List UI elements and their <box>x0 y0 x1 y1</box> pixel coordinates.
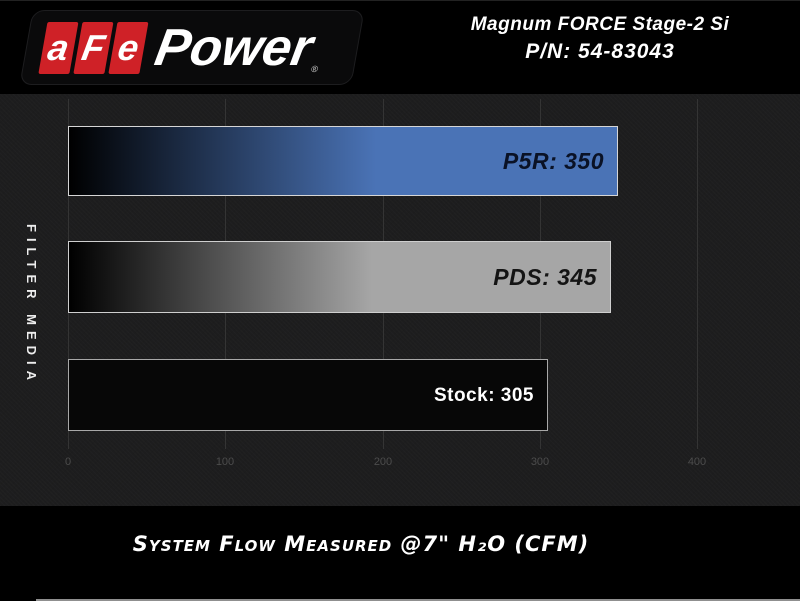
x-tick-label: 300 <box>530 456 550 468</box>
logo-power-text: Power <box>150 18 318 77</box>
gridline <box>697 99 698 449</box>
bar-value-label: Stock: 305 <box>433 384 534 406</box>
bar-pds: PDS: 345 <box>68 241 611 313</box>
logo-letter-f: F <box>78 26 109 68</box>
header-bar: a F e Power ® Magnum FORCE Stage-2 Si P/… <box>0 1 800 94</box>
product-name: Magnum FORCE Stage-2 Si <box>470 14 730 35</box>
caption-area: System Flow Measured @7" H₂O (CFM) <box>0 506 800 601</box>
chart-plot-area: FILTER MEDIA 0 100 200 300 400 P5R: 350 PDS: 3… <box>0 94 800 506</box>
logo-red-block: F <box>73 21 114 74</box>
y-axis-label: FILTER MEDIA <box>24 224 39 387</box>
logo-letter-a: a <box>44 26 73 68</box>
x-tick-label: 0 <box>64 456 72 468</box>
part-number: P/N: 54-83043 <box>525 40 675 63</box>
logo-letter-e: e <box>114 26 143 68</box>
x-axis-caption: System Flow Measured @7" H₂O (CFM) <box>132 532 590 556</box>
x-tick-label: 200 <box>373 456 393 468</box>
bar-p5r: P5R: 350 <box>68 126 618 196</box>
afe-power-logo: a F e Power ® <box>19 10 365 85</box>
x-tick-label: 100 <box>215 456 235 468</box>
logo-red-block: e <box>108 21 149 74</box>
bar-stock: Stock: 305 <box>68 359 548 431</box>
bar-value-label: P5R: 350 <box>502 147 604 174</box>
product-title: Magnum FORCE Stage-2 Si P/N: 54-83043 <box>450 14 750 64</box>
logo-red-block: a <box>38 21 79 74</box>
x-tick-label: 400 <box>687 456 707 468</box>
registered-trademark-icon: ® <box>310 64 319 74</box>
bar-value-label: PDS: 345 <box>493 263 597 290</box>
